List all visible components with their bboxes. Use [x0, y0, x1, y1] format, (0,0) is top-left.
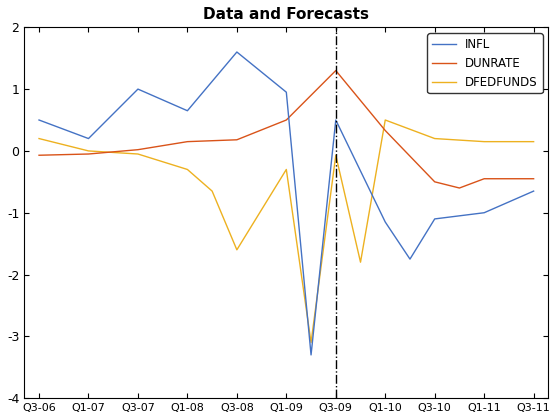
- DFEDFUNDS: [134, 152, 141, 157]
- Title: Data and Forecasts: Data and Forecasts: [203, 7, 370, 22]
- DFEDFUNDS: [307, 340, 314, 345]
- INFL: [234, 50, 240, 55]
- INFL: [184, 108, 191, 113]
- INFL: [407, 257, 413, 262]
- DUNRATE: [283, 118, 290, 123]
- INFL: [481, 210, 488, 215]
- DUNRATE: [333, 68, 339, 73]
- DUNRATE: [456, 186, 463, 191]
- INFL: [307, 352, 314, 357]
- DFEDFUNDS: [530, 139, 537, 144]
- INFL: [530, 189, 537, 194]
- DFEDFUNDS: [85, 148, 92, 153]
- DFEDFUNDS: [481, 139, 488, 144]
- DFEDFUNDS: [431, 136, 438, 141]
- INFL: [382, 220, 389, 225]
- DFEDFUNDS: [283, 167, 290, 172]
- DFEDFUNDS: [333, 153, 339, 158]
- Legend: INFL, DUNRATE, DFEDFUNDS: INFL, DUNRATE, DFEDFUNDS: [427, 33, 543, 93]
- DUNRATE: [481, 176, 488, 181]
- DFEDFUNDS: [36, 136, 43, 141]
- DUNRATE: [431, 179, 438, 184]
- DFEDFUNDS: [234, 247, 240, 252]
- INFL: [85, 136, 92, 141]
- INFL: [431, 216, 438, 221]
- Line: DFEDFUNDS: DFEDFUNDS: [39, 120, 534, 343]
- INFL: [333, 118, 339, 123]
- DFEDFUNDS: [184, 167, 191, 172]
- Line: INFL: INFL: [39, 52, 534, 355]
- DUNRATE: [234, 137, 240, 142]
- DFEDFUNDS: [382, 118, 389, 123]
- DUNRATE: [134, 147, 141, 152]
- DUNRATE: [530, 176, 537, 181]
- DFEDFUNDS: [357, 260, 364, 265]
- INFL: [134, 87, 141, 92]
- INFL: [283, 89, 290, 94]
- DUNRATE: [382, 128, 389, 133]
- DFEDFUNDS: [209, 189, 216, 194]
- DUNRATE: [184, 139, 191, 144]
- DUNRATE: [36, 153, 43, 158]
- DUNRATE: [85, 152, 92, 157]
- Line: DUNRATE: DUNRATE: [39, 71, 534, 188]
- INFL: [36, 118, 43, 123]
